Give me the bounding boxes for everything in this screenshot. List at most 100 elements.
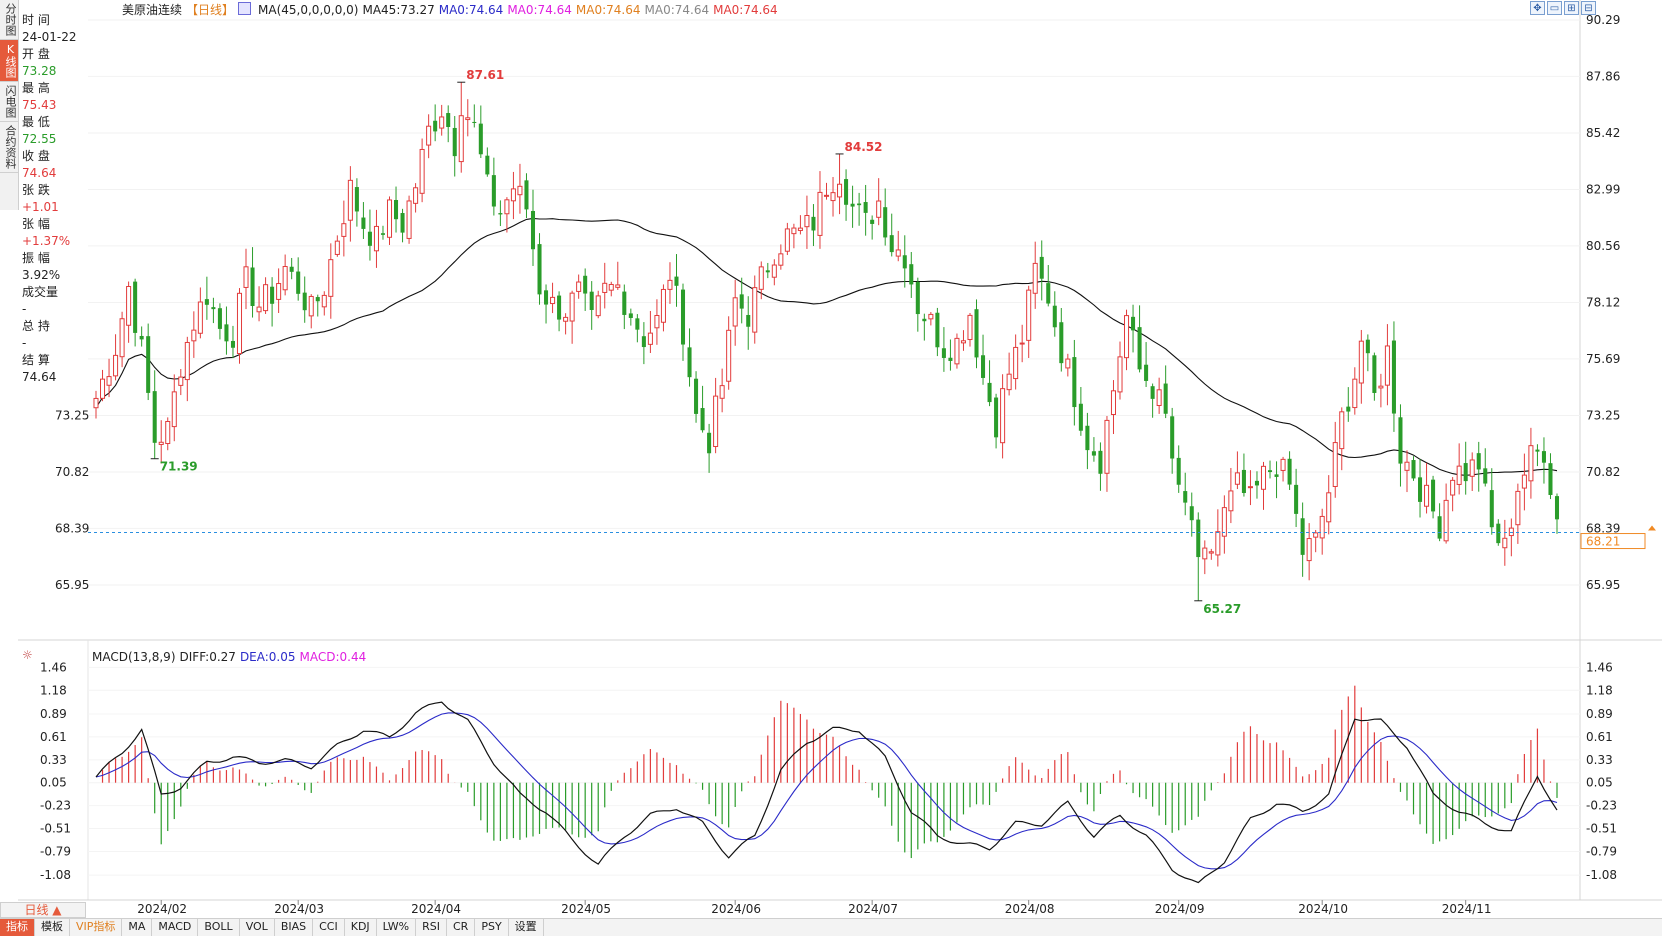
candle[interactable] xyxy=(635,314,640,343)
candle[interactable] xyxy=(544,284,549,324)
candle[interactable] xyxy=(1137,305,1142,373)
left-tab-0[interactable]: 分时图 xyxy=(0,0,18,40)
candle[interactable] xyxy=(394,186,399,233)
bottom-tab-lw%[interactable]: LW% xyxy=(377,919,417,936)
bottom-tab-bias[interactable]: BIAS xyxy=(275,919,314,936)
candle[interactable] xyxy=(158,420,164,464)
candle[interactable] xyxy=(1208,548,1214,560)
candle[interactable] xyxy=(837,153,843,215)
candle[interactable] xyxy=(1131,304,1136,353)
candle[interactable] xyxy=(615,261,621,290)
candle[interactable] xyxy=(583,268,588,311)
candle[interactable] xyxy=(1365,334,1370,372)
candle[interactable] xyxy=(524,173,529,219)
candle[interactable] xyxy=(1313,529,1319,553)
candle[interactable] xyxy=(1300,502,1305,577)
bottom-tab-macd[interactable]: MACD xyxy=(152,919,199,936)
candle[interactable] xyxy=(328,243,334,319)
candle[interactable] xyxy=(667,262,673,304)
candle[interactable] xyxy=(236,288,243,364)
candle[interactable] xyxy=(1489,468,1494,535)
candle[interactable] xyxy=(1072,339,1077,426)
candle[interactable] xyxy=(1319,508,1325,555)
candle[interactable] xyxy=(289,257,294,280)
period-selector-button[interactable]: 日线 ▲ xyxy=(0,902,86,918)
candle[interactable] xyxy=(1267,460,1273,479)
candle[interactable] xyxy=(1508,518,1514,557)
candle[interactable] xyxy=(354,178,359,227)
candle[interactable] xyxy=(224,306,229,355)
candle[interactable] xyxy=(485,147,490,177)
candle[interactable] xyxy=(1443,483,1449,544)
candle[interactable] xyxy=(1326,475,1332,535)
candle[interactable] xyxy=(537,233,542,305)
candle[interactable] xyxy=(823,182,830,200)
candle[interactable] xyxy=(230,325,235,359)
candle[interactable] xyxy=(1476,441,1481,492)
candle[interactable] xyxy=(458,82,464,173)
candle[interactable] xyxy=(1372,352,1377,401)
candle[interactable] xyxy=(784,222,790,256)
candle[interactable] xyxy=(732,279,738,346)
candle[interactable] xyxy=(184,336,190,402)
candle[interactable] xyxy=(334,235,340,257)
candle[interactable] xyxy=(569,290,575,344)
candle[interactable] xyxy=(765,262,770,279)
candle[interactable] xyxy=(804,195,810,249)
fullscreen-icon[interactable]: ✥ xyxy=(1530,1,1545,15)
candle[interactable] xyxy=(713,377,719,454)
candle[interactable] xyxy=(1521,453,1527,511)
candle[interactable] xyxy=(895,230,901,262)
candle[interactable] xyxy=(1176,445,1181,493)
candle[interactable] xyxy=(139,326,144,347)
bottom-tab-指标[interactable]: 指标 xyxy=(0,919,35,936)
candle[interactable] xyxy=(152,370,157,459)
bottom-tab-rsi[interactable]: RSI xyxy=(416,919,447,936)
candle[interactable] xyxy=(204,276,209,320)
candle[interactable] xyxy=(1144,342,1149,387)
candle[interactable] xyxy=(1039,240,1044,301)
left-tab-3[interactable]: 合约资料 xyxy=(0,122,18,173)
candle[interactable] xyxy=(1065,353,1071,377)
candle[interactable] xyxy=(739,277,744,324)
candle[interactable] xyxy=(817,171,823,249)
candle[interactable] xyxy=(694,371,699,423)
candle[interactable] xyxy=(1124,309,1130,371)
candle[interactable] xyxy=(909,252,914,298)
candle[interactable] xyxy=(954,333,960,369)
candle[interactable] xyxy=(1391,321,1396,432)
candle[interactable] xyxy=(1424,462,1430,514)
bottom-tab-vol[interactable]: VOL xyxy=(240,919,275,936)
candle[interactable] xyxy=(1541,437,1546,484)
candle[interactable] xyxy=(1404,450,1410,493)
candle[interactable] xyxy=(1052,291,1057,337)
candle[interactable] xyxy=(850,185,855,228)
candle[interactable] xyxy=(641,322,646,365)
candle[interactable] xyxy=(530,189,536,266)
candle[interactable] xyxy=(1339,407,1345,471)
candle[interactable] xyxy=(93,390,99,419)
candle[interactable] xyxy=(1202,540,1208,575)
candle[interactable] xyxy=(960,330,966,351)
candle[interactable] xyxy=(1059,307,1064,372)
candle[interactable] xyxy=(595,290,601,319)
candle[interactable] xyxy=(1117,341,1123,400)
candle[interactable] xyxy=(1254,471,1259,499)
candle[interactable] xyxy=(889,213,894,257)
candle[interactable] xyxy=(113,334,119,381)
candle[interactable] xyxy=(433,104,438,142)
candle[interactable] xyxy=(758,261,764,300)
candle[interactable] xyxy=(367,209,372,261)
candle[interactable] xyxy=(1554,493,1560,534)
candle[interactable] xyxy=(1418,458,1423,518)
candle[interactable] xyxy=(563,313,569,335)
candle[interactable] xyxy=(1398,404,1403,487)
candle[interactable] xyxy=(1260,461,1267,510)
candle[interactable] xyxy=(830,177,836,217)
candle[interactable] xyxy=(165,417,171,451)
candle[interactable] xyxy=(628,308,633,326)
candle[interactable] xyxy=(282,254,288,296)
candle[interactable] xyxy=(510,171,516,220)
candle[interactable] xyxy=(270,277,275,327)
bottom-tab-boll[interactable]: BOLL xyxy=(198,919,240,936)
